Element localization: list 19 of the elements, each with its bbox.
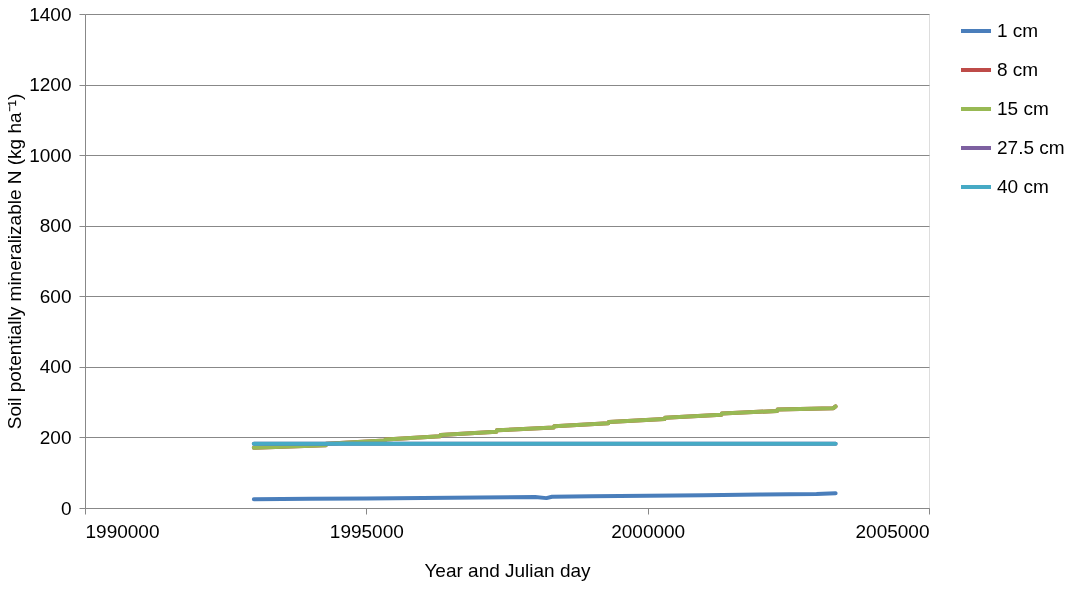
y-axis-title: Soil potentially mineralizable N (kg ha⁻¹) — [4, 93, 26, 430]
legend-label: 40 cm — [997, 176, 1049, 197]
y-tick-label: 600 — [39, 285, 72, 307]
legend-label: 27.5 cm — [997, 137, 1065, 158]
x-tick-label: 2000000 — [611, 520, 686, 542]
x-tick-label: 1990000 — [85, 520, 160, 542]
y-tick-label: 1200 — [29, 74, 72, 96]
legend-label: 8 cm — [997, 59, 1039, 80]
y-tick-label: 200 — [39, 426, 72, 448]
y-tick-label: 0 — [60, 497, 72, 519]
y-tick-label: 800 — [39, 215, 72, 237]
y-tick-label: 1400 — [29, 3, 72, 25]
x-axis-title: Year and Julian day — [424, 559, 592, 581]
x-tick-label: 1995000 — [329, 520, 404, 542]
legend-label: 1 cm — [997, 20, 1039, 41]
legend-label: 15 cm — [997, 98, 1049, 119]
y-tick-label: 400 — [39, 356, 72, 378]
x-tick-label: 2005000 — [855, 520, 930, 542]
y-tick-label: 1000 — [29, 144, 72, 166]
